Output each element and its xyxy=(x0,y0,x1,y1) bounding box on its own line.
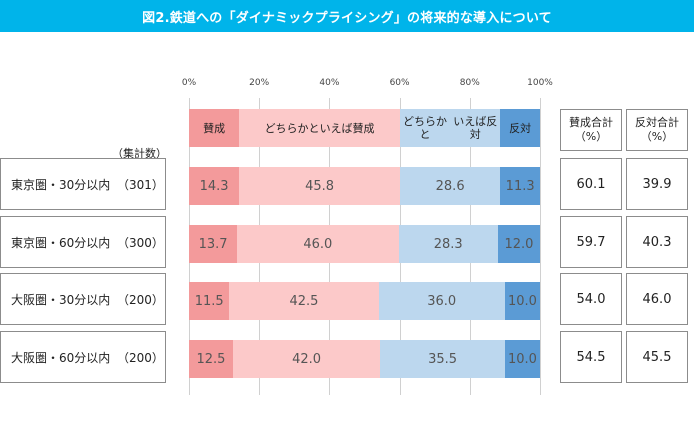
bar-segment: 36.0 xyxy=(378,282,505,320)
legend-label: いえば反対 xyxy=(453,115,498,141)
x-tick-label: 40% xyxy=(319,78,340,88)
row-category-label: 東京圏・60分以内 xyxy=(11,235,111,250)
row-sample-count: （301） xyxy=(117,177,164,192)
legend-item: 反対 xyxy=(500,109,540,147)
agree-total-value: 59.7 xyxy=(560,216,622,268)
oppose-total-header: 反対合計 （%） xyxy=(626,109,688,151)
oppose-total-value: 40.3 xyxy=(626,216,688,268)
row-label: 大阪圏・30分以内 （200） xyxy=(0,273,166,325)
legend-label: 反対 xyxy=(509,121,532,135)
legend-item: どちらかと いえば反対 xyxy=(399,109,501,147)
row-sample-count: （200） xyxy=(117,350,164,365)
row-label: 大阪圏・60分以内 （200） xyxy=(0,331,166,383)
oppose-total-value: 46.0 xyxy=(626,273,688,325)
bar-segment: 10.0 xyxy=(504,282,540,320)
bar-segment: 42.0 xyxy=(232,340,381,378)
row-category-label: 東京圏・30分以内 xyxy=(11,177,111,192)
row-sample-count: （300） xyxy=(117,235,164,250)
bar-segment: 12.5 xyxy=(189,340,233,378)
bar-segment: 46.0 xyxy=(237,225,399,263)
legend-item: どちらかと いえば賛成 xyxy=(239,109,400,147)
bar-segment: 14.3 xyxy=(189,167,240,205)
x-tick-label: 60% xyxy=(389,78,410,88)
bar-segment: 12.0 xyxy=(497,225,540,263)
legend-label: いえば賛成 xyxy=(319,121,375,135)
row-category-label: 大阪圏・60分以内 xyxy=(11,350,111,365)
row-label: 東京圏・30分以内 （301） xyxy=(0,158,166,210)
bar-segment: 45.8 xyxy=(239,167,400,205)
x-tick-label: 100% xyxy=(527,78,553,88)
gridline xyxy=(540,98,541,395)
bar-segment: 42.5 xyxy=(229,282,379,320)
sample-count-header: （集計数） xyxy=(112,147,167,160)
bar-segment: 28.6 xyxy=(399,167,501,205)
agree-total-header: 賛成合計 （%） xyxy=(560,109,622,151)
agree-total-header-line2: （%） xyxy=(574,130,608,143)
chart-title: 図2.鉄道への「ダイナミックプライシング」の将来的な導入について xyxy=(0,0,694,32)
legend-label: どちらかと xyxy=(264,121,320,135)
legend-label: 賛成 xyxy=(203,121,226,135)
agree-total-header-line1: 賛成合計 xyxy=(569,116,613,129)
x-tick-label: 0% xyxy=(181,78,197,88)
legend-item: 賛成 xyxy=(189,109,240,147)
bar-segment: 11.3 xyxy=(500,167,540,205)
x-tick-label: 20% xyxy=(249,78,270,88)
row-label: 東京圏・60分以内 （300） xyxy=(0,216,166,268)
legend-label: どちらかと xyxy=(403,115,448,141)
oppose-total-value: 39.9 xyxy=(626,158,688,210)
row-category-label: 大阪圏・30分以内 xyxy=(11,292,111,307)
bar-segment: 35.5 xyxy=(380,340,505,378)
agree-total-value: 60.1 xyxy=(560,158,622,210)
agree-total-value: 54.0 xyxy=(560,273,622,325)
bar-segment: 28.3 xyxy=(398,225,498,263)
row-sample-count: （200） xyxy=(117,292,164,307)
x-tick-label: 80% xyxy=(459,78,480,88)
oppose-total-header-line1: 反対合計 xyxy=(635,116,679,129)
bar-segment: 13.7 xyxy=(189,225,238,263)
bar-segment: 10.0 xyxy=(504,340,540,378)
oppose-total-header-line2: （%） xyxy=(640,130,674,143)
oppose-total-value: 45.5 xyxy=(626,331,688,383)
bar-segment: 11.5 xyxy=(189,282,230,320)
agree-total-value: 54.5 xyxy=(560,331,622,383)
